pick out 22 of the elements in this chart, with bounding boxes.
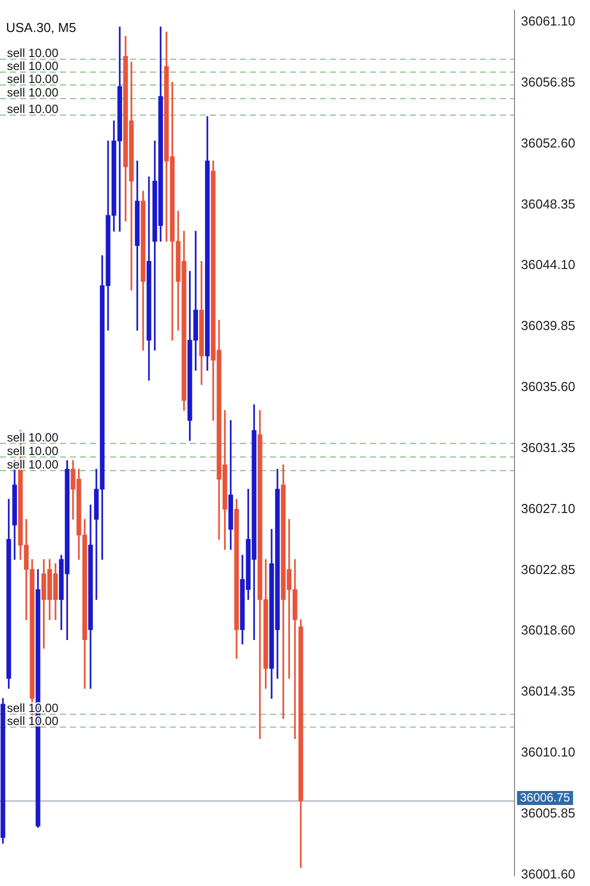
ref-line-label: 36006.75 <box>520 790 570 804</box>
y-tick-label: 36014.35 <box>521 684 576 699</box>
y-tick-label: 36018.60 <box>521 622 576 638</box>
ref-line-label: sell 10.00 <box>7 59 59 74</box>
y-tick-label: 36048.35 <box>521 196 576 212</box>
y-tick-label: 36061.10 <box>521 14 576 29</box>
y-tick-label: 36005.85 <box>521 805 576 820</box>
y-tick-label: 36001.60 <box>521 866 576 882</box>
y-tick-label: 36056.85 <box>521 74 576 90</box>
ref-line-label: sell 10.00 <box>7 72 59 86</box>
text: USA.30, M5 <box>6 20 76 35</box>
ref-line-label: sell 10.00 <box>7 46 59 60</box>
y-tick-label: 36039.85 <box>521 318 576 334</box>
y-tick-label: 36044.10 <box>521 257 576 272</box>
ref-line-label: sell 10.00 <box>7 86 59 100</box>
y-tick-label: 36010.10 <box>521 744 576 760</box>
y-tick-label: 36031.35 <box>521 440 576 455</box>
y-tick-label: 36035.60 <box>521 379 576 394</box>
y-tick-label: 36022.85 <box>521 562 576 577</box>
ref-line-label: sell 10.00 <box>7 102 59 116</box>
y-tick-label: 36052.60 <box>521 135 576 150</box>
y-tick-label: 36027.10 <box>521 500 576 516</box>
